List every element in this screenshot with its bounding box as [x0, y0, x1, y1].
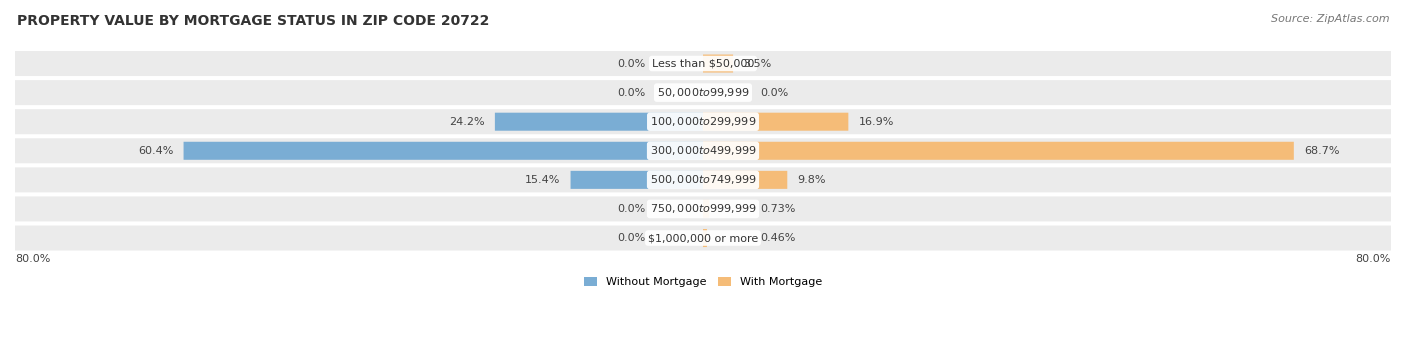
- FancyBboxPatch shape: [15, 197, 1391, 221]
- Legend: Without Mortgage, With Mortgage: Without Mortgage, With Mortgage: [579, 272, 827, 292]
- FancyBboxPatch shape: [184, 142, 703, 160]
- Text: 80.0%: 80.0%: [15, 254, 51, 264]
- Text: $500,000 to $749,999: $500,000 to $749,999: [650, 173, 756, 186]
- Text: 0.0%: 0.0%: [617, 204, 645, 214]
- FancyBboxPatch shape: [495, 113, 703, 131]
- FancyBboxPatch shape: [703, 200, 709, 218]
- FancyBboxPatch shape: [703, 54, 733, 72]
- Text: $100,000 to $299,999: $100,000 to $299,999: [650, 115, 756, 128]
- FancyBboxPatch shape: [703, 113, 848, 131]
- Text: 0.0%: 0.0%: [761, 88, 789, 98]
- Text: $300,000 to $499,999: $300,000 to $499,999: [650, 144, 756, 157]
- Text: $750,000 to $999,999: $750,000 to $999,999: [650, 202, 756, 216]
- Text: 60.4%: 60.4%: [138, 146, 173, 156]
- Text: 16.9%: 16.9%: [859, 117, 894, 127]
- FancyBboxPatch shape: [15, 167, 1391, 192]
- FancyBboxPatch shape: [15, 51, 1391, 76]
- Text: $1,000,000 or more: $1,000,000 or more: [648, 233, 758, 243]
- Text: 9.8%: 9.8%: [797, 175, 827, 185]
- Text: 24.2%: 24.2%: [449, 117, 485, 127]
- Text: 0.0%: 0.0%: [617, 88, 645, 98]
- Text: 15.4%: 15.4%: [524, 175, 560, 185]
- FancyBboxPatch shape: [571, 171, 703, 189]
- Text: 0.0%: 0.0%: [617, 233, 645, 243]
- FancyBboxPatch shape: [15, 225, 1391, 251]
- Text: Source: ZipAtlas.com: Source: ZipAtlas.com: [1271, 14, 1389, 23]
- Text: $50,000 to $99,999: $50,000 to $99,999: [657, 86, 749, 99]
- Text: 68.7%: 68.7%: [1305, 146, 1340, 156]
- Text: 80.0%: 80.0%: [1355, 254, 1391, 264]
- FancyBboxPatch shape: [15, 138, 1391, 163]
- Text: 0.0%: 0.0%: [617, 58, 645, 69]
- FancyBboxPatch shape: [703, 171, 787, 189]
- FancyBboxPatch shape: [703, 229, 707, 247]
- FancyBboxPatch shape: [15, 80, 1391, 105]
- Text: Less than $50,000: Less than $50,000: [652, 58, 754, 69]
- Text: 3.5%: 3.5%: [744, 58, 772, 69]
- FancyBboxPatch shape: [15, 109, 1391, 134]
- Text: 0.73%: 0.73%: [761, 204, 796, 214]
- Text: 0.46%: 0.46%: [761, 233, 796, 243]
- Text: PROPERTY VALUE BY MORTGAGE STATUS IN ZIP CODE 20722: PROPERTY VALUE BY MORTGAGE STATUS IN ZIP…: [17, 14, 489, 28]
- FancyBboxPatch shape: [703, 142, 1294, 160]
